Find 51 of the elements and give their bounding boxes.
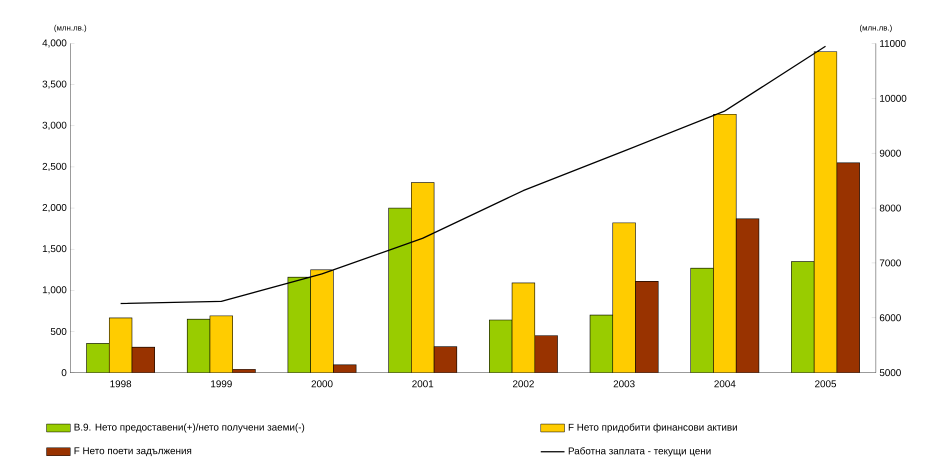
y2-tick-label: 9000 bbox=[880, 150, 901, 157]
bar bbox=[534, 336, 558, 373]
bar bbox=[333, 365, 356, 373]
bar bbox=[132, 347, 155, 373]
bar bbox=[512, 283, 535, 373]
y-tick-label: 4,000 bbox=[42, 40, 66, 48]
x-tick-label: 1998 bbox=[110, 380, 132, 388]
bar bbox=[489, 320, 512, 373]
legend-label: Работна заплата - текущи цени bbox=[568, 447, 711, 457]
bar bbox=[791, 261, 814, 373]
y-tick-label: 2,000 bbox=[42, 204, 66, 212]
bar bbox=[713, 114, 736, 373]
bar bbox=[736, 218, 759, 373]
bar bbox=[411, 182, 434, 373]
y2-tick-label: 11000 bbox=[880, 40, 906, 48]
bar bbox=[109, 318, 132, 373]
bar bbox=[814, 52, 838, 373]
bar bbox=[434, 346, 457, 373]
y2-tick-label: 8000 bbox=[880, 204, 901, 212]
y-tick-label: 1,500 bbox=[42, 245, 66, 254]
y-tick-label: 500 bbox=[50, 328, 66, 336]
x-tick-label: 1999 bbox=[211, 380, 232, 388]
y-tick-label: 3,000 bbox=[42, 122, 66, 130]
bar bbox=[612, 223, 636, 373]
bar bbox=[187, 319, 210, 373]
bar bbox=[288, 277, 311, 373]
bar bbox=[690, 268, 714, 373]
y-tick-label: 2,500 bbox=[42, 163, 66, 172]
bar bbox=[836, 162, 860, 373]
y-tick-label: 3,500 bbox=[42, 80, 66, 89]
x-tick-label: 2002 bbox=[512, 380, 534, 388]
x-tick-label: 2001 bbox=[412, 380, 434, 388]
bar bbox=[388, 208, 412, 373]
legend-label: F Нето придобити финансови активи bbox=[568, 424, 737, 433]
y-tick-label: 1,000 bbox=[42, 286, 66, 295]
y2-tick-label: 10000 bbox=[880, 95, 906, 102]
bar bbox=[635, 282, 658, 373]
x-tick-label: 2003 bbox=[614, 380, 635, 388]
bar bbox=[590, 315, 613, 373]
x-tick-label: 2000 bbox=[312, 380, 333, 388]
bar bbox=[86, 344, 110, 373]
y2-tick-label: 6000 bbox=[880, 314, 901, 322]
x-tick-label: 2004 bbox=[714, 380, 736, 388]
legend-label: F Нето поети задължения bbox=[74, 448, 192, 456]
y2-tick-label: 5000 bbox=[880, 369, 901, 376]
bar bbox=[210, 316, 233, 373]
x-tick-label: 2005 bbox=[815, 380, 836, 388]
legend-label: B.9. Нето предоставени(+)/нето получени заеми(-) bbox=[74, 424, 304, 433]
y2-tick-label: 7000 bbox=[880, 260, 901, 267]
y-tick-label: 0 bbox=[62, 369, 66, 376]
bar bbox=[310, 270, 334, 373]
